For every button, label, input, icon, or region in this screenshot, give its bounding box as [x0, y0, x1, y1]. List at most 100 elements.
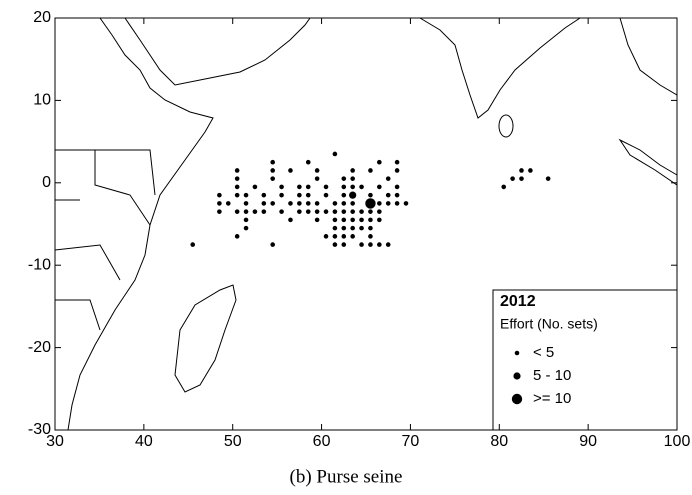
effort-point — [359, 184, 364, 190]
effort-point — [314, 209, 320, 214]
effort-point — [270, 176, 276, 181]
effort-point — [314, 201, 320, 206]
y-tick-label: 0 — [42, 174, 51, 191]
effort-point — [305, 184, 311, 190]
effort-point — [377, 242, 382, 247]
effort-point — [323, 234, 329, 239]
effort-point — [243, 201, 249, 206]
legend-symbol — [511, 393, 523, 405]
effort-point — [368, 209, 373, 214]
effort-point — [403, 201, 409, 206]
effort-point — [234, 234, 240, 239]
x-tick-label: 90 — [579, 433, 597, 450]
effort-point — [190, 242, 196, 247]
legend-symbol — [513, 372, 521, 380]
coastlines — [54, 17, 678, 431]
effort-point — [332, 209, 338, 214]
effort-point — [279, 209, 284, 214]
effort-point — [297, 201, 302, 206]
effort-point — [279, 192, 284, 198]
effort-point — [305, 159, 311, 165]
effort-point — [234, 184, 240, 190]
effort-point — [279, 184, 284, 190]
x-tick-label: 50 — [224, 433, 242, 450]
effort-point — [261, 209, 267, 214]
effort-point — [350, 234, 355, 239]
effort-point — [323, 184, 329, 190]
effort-point — [217, 209, 222, 214]
effort-point — [234, 168, 240, 173]
effort-point — [341, 184, 347, 190]
effort-point — [519, 176, 524, 181]
y-tick-label: 10 — [33, 92, 51, 109]
effort-point — [270, 159, 276, 165]
legend-title: 2012 — [500, 293, 536, 310]
effort-point — [350, 225, 355, 231]
effort-point — [377, 159, 382, 165]
effort-point — [323, 209, 329, 214]
effort-point — [350, 217, 355, 223]
effort-point — [359, 217, 364, 223]
effort-point — [341, 242, 347, 247]
effort-point — [270, 201, 276, 206]
x-tick-label: 60 — [313, 433, 331, 450]
y-tick-label: -20 — [28, 339, 51, 356]
effort-point — [323, 192, 329, 198]
effort-point — [368, 234, 373, 239]
legend-symbol — [514, 350, 520, 356]
effort-point — [350, 184, 355, 190]
y-tick-label: -10 — [28, 256, 51, 273]
effort-point — [368, 242, 373, 247]
effort-point — [314, 168, 320, 173]
effort-point — [217, 201, 222, 206]
effort-point — [545, 176, 551, 181]
y-tick-label: -30 — [28, 421, 51, 438]
effort-point — [341, 176, 347, 181]
x-tick-label: 30 — [46, 433, 64, 450]
effort-point — [377, 201, 382, 206]
effort-point — [385, 201, 391, 206]
caption: (b) Purse seine — [290, 466, 403, 487]
effort-point — [314, 176, 320, 181]
sumatra — [618, 138, 678, 186]
effort-point — [341, 217, 347, 223]
effort-point — [234, 209, 240, 214]
effort-point — [350, 176, 355, 181]
x-tick-label: 70 — [402, 433, 420, 450]
effort-point — [385, 176, 391, 181]
effort-point — [359, 242, 364, 247]
effort-point — [217, 192, 222, 198]
effort-point — [305, 192, 311, 198]
plot-frame — [54, 17, 678, 431]
effort-point — [297, 192, 302, 198]
effort-point — [305, 209, 311, 214]
effort-point — [350, 201, 355, 206]
effort-point — [341, 201, 347, 206]
effort-point — [341, 192, 347, 198]
effort-point — [368, 217, 373, 223]
effort-point — [288, 168, 293, 173]
effort-point — [377, 184, 382, 190]
effort-point — [332, 217, 338, 223]
effort-point — [501, 184, 507, 190]
x-tick-label: 40 — [135, 433, 153, 450]
effort-point — [350, 168, 355, 173]
x-tick-label: 100 — [664, 433, 691, 450]
effort-point — [365, 198, 376, 209]
effort-point — [519, 168, 524, 173]
effort-point — [297, 209, 302, 214]
southeast-asia — [619, 17, 678, 96]
effort-point — [359, 209, 364, 214]
effort-point — [261, 192, 267, 198]
effort-point — [332, 242, 338, 247]
effort-point — [243, 209, 249, 214]
effort-point — [332, 225, 338, 231]
effort-point — [368, 168, 373, 173]
effort-point — [394, 168, 400, 173]
effort-point — [243, 225, 249, 231]
effort-point — [368, 225, 373, 231]
effort-point — [314, 217, 320, 223]
effort-point — [305, 201, 311, 206]
effort-point — [394, 184, 400, 190]
